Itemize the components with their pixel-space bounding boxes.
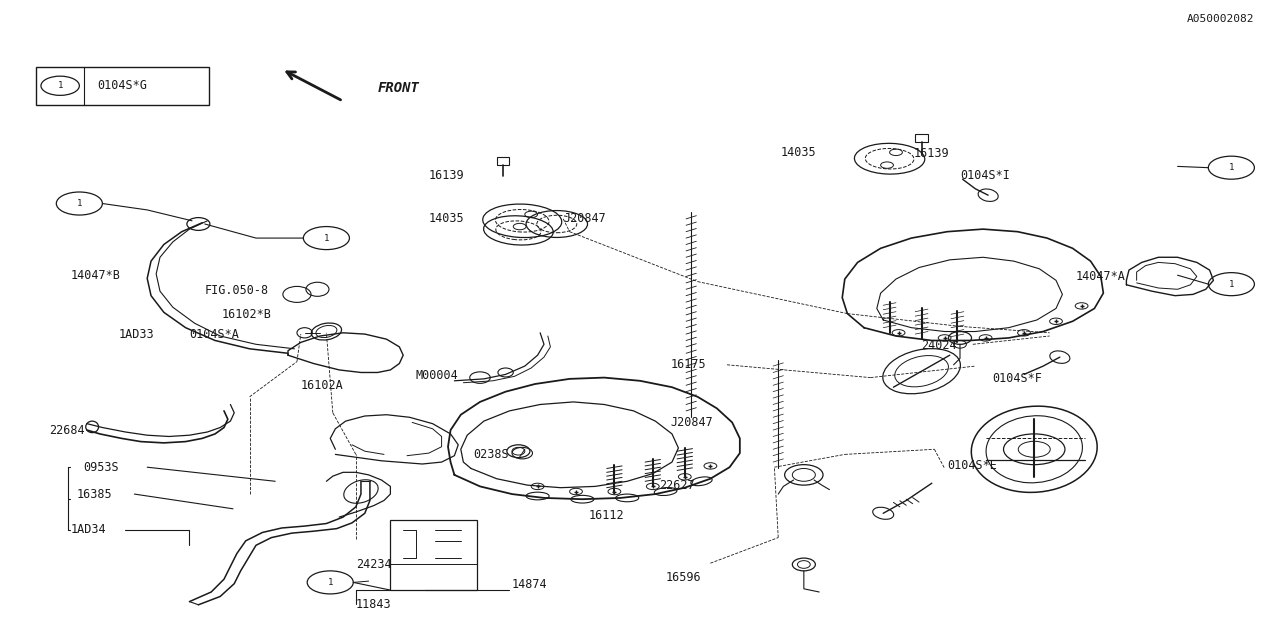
Text: 0104S*I: 0104S*I (960, 169, 1010, 182)
Text: 16385: 16385 (77, 488, 113, 500)
Text: 1: 1 (58, 81, 63, 90)
Text: 22684: 22684 (49, 424, 84, 436)
Text: 16102*B: 16102*B (221, 308, 271, 321)
Text: 0104S*F: 0104S*F (992, 372, 1042, 385)
Text: 16112: 16112 (589, 509, 625, 522)
Text: 24024: 24024 (922, 339, 957, 352)
Text: 0104S*E: 0104S*E (947, 460, 997, 472)
Bar (390, 520, 477, 590)
Text: 0104S*A: 0104S*A (189, 328, 239, 341)
Text: 14035: 14035 (429, 212, 465, 225)
Text: 1: 1 (328, 578, 333, 587)
Text: 1AD33: 1AD33 (119, 328, 155, 341)
Text: 16139: 16139 (914, 147, 950, 160)
Text: FIG.050-8: FIG.050-8 (205, 284, 269, 297)
Text: 0238S: 0238S (474, 448, 509, 461)
Bar (915, 134, 928, 142)
Text: 14047*B: 14047*B (70, 269, 120, 282)
Text: 0104S*G: 0104S*G (97, 79, 147, 92)
Text: M00004: M00004 (416, 369, 458, 381)
Text: 1: 1 (1229, 163, 1234, 172)
Text: 14035: 14035 (781, 146, 817, 159)
Text: 14047*A: 14047*A (1075, 270, 1125, 283)
Text: 1: 1 (77, 199, 82, 208)
Text: J20847: J20847 (671, 416, 713, 429)
Text: 0953S: 0953S (83, 461, 119, 474)
Text: 16102A: 16102A (301, 379, 343, 392)
Text: 11843: 11843 (356, 598, 392, 611)
Text: 16596: 16596 (666, 571, 701, 584)
Text: 1: 1 (1229, 280, 1234, 289)
Text: FRONT: FRONT (378, 81, 420, 95)
Text: 16175: 16175 (671, 358, 707, 371)
Text: 1: 1 (324, 234, 329, 243)
Text: A050002082: A050002082 (1187, 14, 1254, 24)
Text: 14874: 14874 (512, 579, 548, 591)
Bar (36, 67, 209, 105)
Text: 1AD34: 1AD34 (70, 524, 106, 536)
Text: J20847: J20847 (563, 212, 605, 225)
Text: 24234: 24234 (356, 558, 392, 571)
Text: 16139: 16139 (429, 169, 465, 182)
Bar (497, 157, 509, 165)
Text: 22627: 22627 (659, 479, 695, 492)
